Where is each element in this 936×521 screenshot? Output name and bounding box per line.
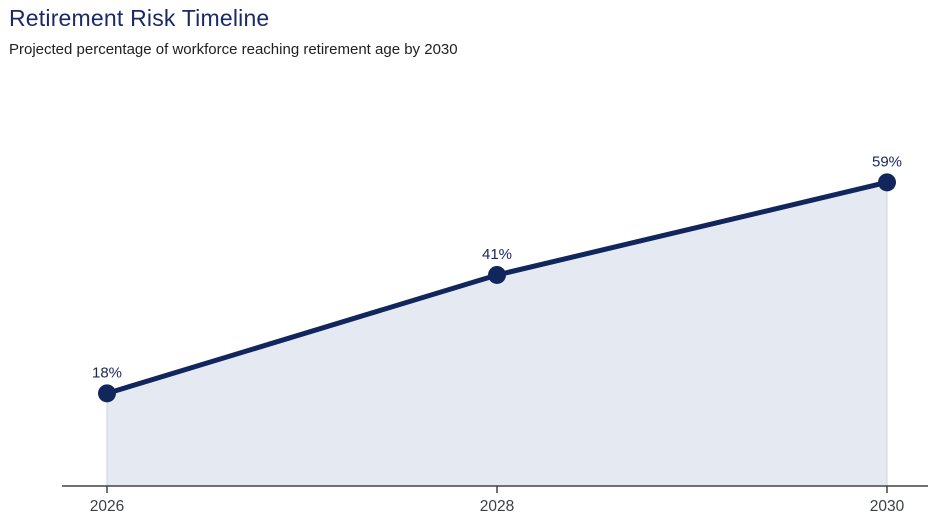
data-point bbox=[98, 384, 116, 403]
data-point bbox=[488, 265, 506, 284]
x-tick-label: 2030 bbox=[870, 498, 905, 515]
chart-header: Retirement Risk Timeline Projected perce… bbox=[9, 4, 458, 59]
chart-title: Retirement Risk Timeline bbox=[9, 5, 270, 31]
data-label: 41% bbox=[482, 246, 512, 263]
chart-subtitle: Projected percentage of workforce reachi… bbox=[9, 40, 458, 58]
data-label: 18% bbox=[92, 364, 122, 381]
x-tick-label: 2026 bbox=[90, 498, 124, 515]
x-tick-label: 2028 bbox=[480, 498, 514, 515]
area-fill bbox=[107, 182, 887, 486]
data-label: 59% bbox=[872, 153, 902, 170]
data-point bbox=[878, 173, 896, 192]
